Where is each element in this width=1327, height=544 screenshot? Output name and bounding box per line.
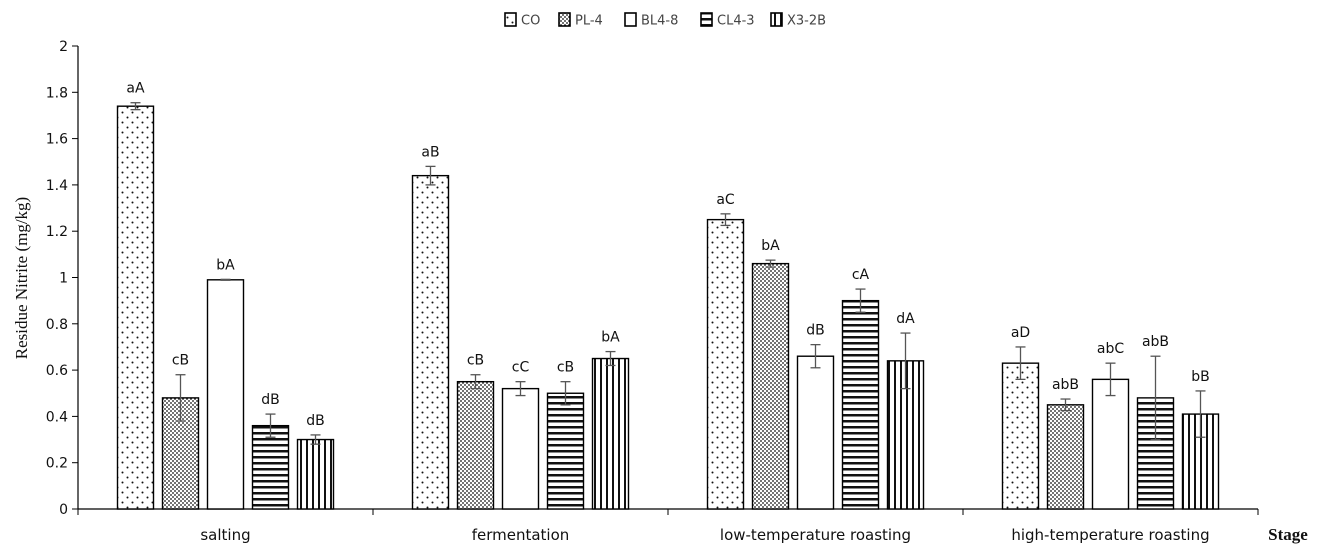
legend-label: CL4-3	[717, 14, 755, 29]
y-tick-label: 1	[59, 271, 68, 287]
significance-label: abC	[1097, 341, 1124, 357]
significance-label: dA	[896, 311, 915, 327]
significance-label: bA	[601, 330, 620, 346]
significance-label: cC	[512, 360, 530, 376]
significance-label: abB	[1052, 377, 1079, 393]
legend-swatch-co	[504, 12, 517, 27]
legend-swatch-pl-4	[558, 12, 571, 27]
legend-label: X3-2B	[787, 14, 826, 29]
significance-label: bA	[216, 257, 235, 273]
significance-label: bA	[761, 238, 780, 254]
x-axis: salting fermentation low-temperature roast…	[77, 508, 1259, 544]
bar-bl4-8-0	[206, 279, 245, 510]
bar-pl-4-1	[456, 380, 495, 510]
bar-bl4-8-1	[501, 387, 540, 510]
bar-pl-4-2	[751, 262, 790, 510]
y-tick-label: 0.8	[46, 317, 68, 333]
significance-label: cA	[852, 267, 870, 283]
y-axis: 0 0.2 0.4 0.6 0.8 1 1.2 1.4 1.6 1.8 2	[46, 39, 79, 518]
y-tick-label: 0	[59, 502, 68, 518]
y-tick-label: 0.6	[46, 363, 68, 379]
significance-label: cB	[467, 353, 484, 369]
y-tick-label: 0.2	[46, 456, 68, 472]
significance-label: cB	[172, 353, 189, 369]
legend-swatch-bl4-8	[624, 12, 637, 27]
y-tick-label: 2	[59, 39, 68, 55]
x-axis-title: Stage	[1268, 525, 1308, 544]
bar-x3-2b-0	[296, 438, 335, 510]
legend: CO PL-4 BL4-8 CL4-3 X3-2B	[504, 12, 826, 29]
significance-label: abB	[1142, 334, 1169, 350]
y-tick-label: 1.2	[46, 224, 68, 240]
y-tick-label: 1.6	[46, 132, 68, 148]
y-axis-title: Residue Nitrite (mg/kg)	[12, 197, 31, 359]
bar-co-1	[411, 174, 450, 510]
bar-cl4-3-1	[546, 392, 585, 510]
bar-co-3	[1001, 362, 1040, 510]
legend-swatch-cl4-3	[700, 12, 713, 27]
significance-label: cB	[557, 360, 574, 376]
category-label: fermentation	[472, 526, 570, 544]
significance-label: dB	[306, 413, 325, 429]
significance-label: aC	[716, 192, 735, 208]
significance-label: bB	[1191, 369, 1210, 385]
bar-bl4-8-3	[1091, 378, 1130, 510]
significance-label: aD	[1011, 325, 1030, 341]
category-label: low-temperature roasting	[720, 526, 911, 544]
bar-pl-4-3	[1046, 404, 1085, 510]
bars: aA cB bA dB dB aB cB cC cB bA aC bA dB cA dA aD abB abC ab…	[116, 81, 1220, 510]
y-tick-label: 1.8	[46, 85, 68, 101]
bar-cl4-3-2	[841, 299, 880, 510]
significance-label: dB	[806, 323, 825, 339]
bar-cl4-3-0	[251, 424, 290, 510]
bar-bl4-8-2	[796, 355, 835, 510]
bar-x3-2b-1	[591, 357, 630, 510]
y-tick-label: 1.4	[46, 178, 68, 194]
significance-label: aB	[421, 144, 439, 160]
legend-swatch-x3-2b	[770, 12, 783, 27]
legend-label: BL4-8	[641, 14, 678, 29]
y-tick-label: 0.4	[46, 409, 68, 425]
significance-label: dB	[261, 392, 280, 408]
category-label: salting	[200, 526, 250, 544]
significance-label: aA	[126, 81, 145, 97]
category-label: high-temperature roasting	[1011, 526, 1209, 544]
legend-label: PL-4	[575, 14, 603, 29]
bar-co-2	[706, 218, 745, 510]
bar-co-0	[116, 105, 155, 510]
legend-label: CO	[521, 14, 540, 29]
